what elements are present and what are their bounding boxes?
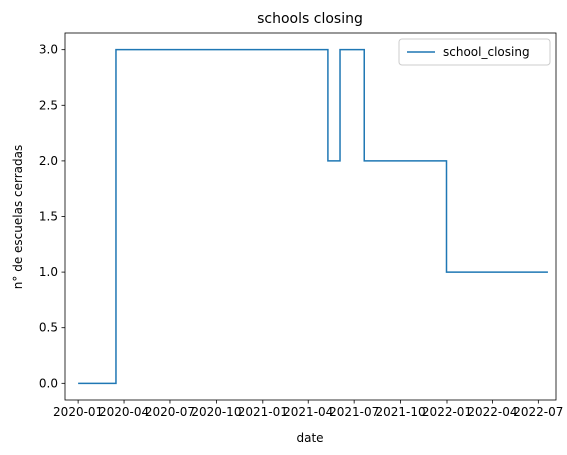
- x-axis-label: date: [296, 431, 323, 445]
- x-tick-label: 2022-01: [422, 405, 472, 419]
- y-tick-label: 2.0: [39, 154, 58, 168]
- series-line-school_closing: [78, 48, 548, 385]
- y-tick-label: 3.0: [39, 43, 58, 57]
- x-tick-label: 2022-04: [467, 405, 517, 419]
- y-tick-label: 0.5: [39, 321, 58, 335]
- y-axis: 0.0 0.5 1.0 1.5 2.0 2.5 3.0: [39, 43, 65, 390]
- legend: school_closing: [398, 38, 551, 66]
- y-tick-label: 1.0: [39, 265, 58, 279]
- legend-box: [398, 38, 551, 66]
- legend-label: school_closing: [443, 45, 530, 59]
- x-tick-label: 2021-07: [329, 405, 379, 419]
- x-tick-label: 2022-07: [513, 405, 563, 419]
- plot-frame: [64, 32, 557, 401]
- x-tick-label: 2020-04: [99, 405, 149, 419]
- x-tick-label: 2020-10: [191, 405, 241, 419]
- x-axis: 2020-012020-042020-072020-102021-012021-…: [53, 400, 563, 419]
- x-tick-label: 2021-04: [283, 405, 333, 419]
- y-tick-label: 2.5: [39, 98, 58, 112]
- y-tick-label: 1.5: [39, 210, 58, 224]
- plot-area: [64, 32, 557, 401]
- y-axis-label: n° de escuelas cerradas: [11, 145, 25, 289]
- y-tick-label: 0.0: [39, 376, 58, 390]
- chart-title: schools closing: [257, 11, 363, 27]
- x-tick-label: 2021-01: [238, 405, 288, 419]
- x-tick-label: 2020-01: [53, 405, 103, 419]
- x-tick-label: 2021-10: [376, 405, 426, 419]
- x-tick-label: 2020-07: [145, 405, 195, 419]
